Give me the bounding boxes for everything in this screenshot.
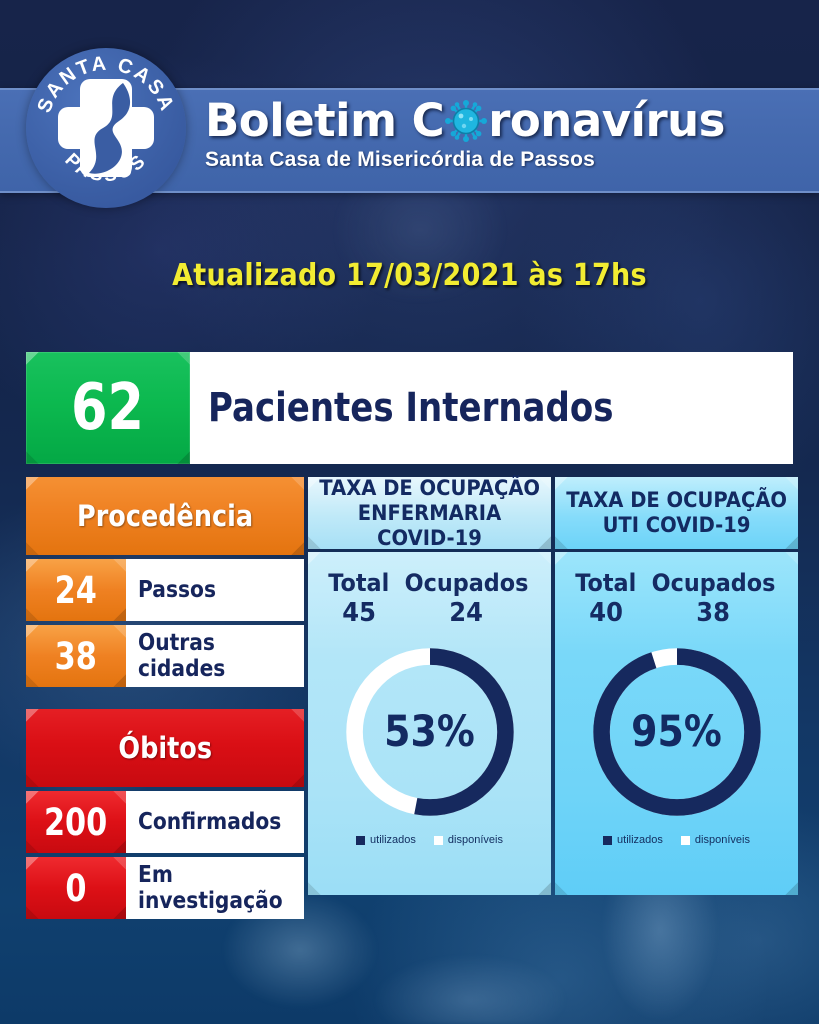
enfermaria-legend: utilizados disponíveis — [308, 834, 551, 846]
uti-percent: 95% — [631, 707, 722, 757]
procedencia-outras-label: Outras cidades — [126, 625, 304, 687]
table-row: 38 Outras cidades — [26, 625, 304, 687]
legend-item-disponiveis: disponíveis — [680, 834, 750, 846]
updated-timestamp: Atualizado 17/03/2021 às 17hs — [172, 258, 647, 293]
santa-casa-logo: SANTA CASA PASSOS — [26, 48, 186, 208]
page-title: Boletim C — [205, 96, 795, 146]
procedencia-passos-label: Passos — [126, 559, 304, 621]
page-subtitle: Santa Casa de Misericórdia de Passos — [205, 148, 596, 171]
legend-swatch-used-icon — [356, 835, 366, 845]
procedencia-outras-value: 38 — [26, 625, 126, 687]
enfermaria-title: TAXA DE OCUPAÇÃO ENFERMARIA COVID-19 — [308, 476, 551, 550]
patients-summary-row: 62 Pacientes Internados — [26, 352, 793, 464]
obitos-confirmados-value: 200 — [26, 791, 126, 853]
uti-ocupados: Ocupados 38 — [651, 569, 776, 628]
enfermaria-total: Total 45 — [328, 569, 390, 628]
enfermaria-ocupados: Ocupados 24 — [404, 569, 529, 628]
patients-label-box: Pacientes Internados — [190, 352, 793, 464]
table-row: 200 Confirmados — [26, 791, 304, 853]
table-row: 24 Passos — [26, 559, 304, 621]
uti-stats: Total 40 Ocupados 38 — [555, 566, 798, 628]
uti-title: TAXA DE OCUPAÇÃO UTI COVID-19 — [555, 477, 798, 549]
left-stats-column: Procedência 24 Passos 38 Outras cidades … — [26, 477, 304, 923]
occupancy-panel-enfermaria: TAXA DE OCUPAÇÃO ENFERMARIA COVID-19 Tot… — [308, 476, 551, 895]
uti-total: Total 40 — [575, 569, 637, 628]
obitos-block: Óbitos 200 Confirmados 0 Em investigação — [26, 709, 304, 919]
legend-swatch-used-icon — [603, 835, 613, 845]
legend-item-disponiveis: disponíveis — [433, 834, 503, 846]
coronavirus-icon — [445, 100, 488, 142]
uti-donut-chart: 95% — [585, 640, 769, 824]
procedencia-header: Procedência — [26, 477, 304, 555]
header-titles: Boletim C — [205, 96, 795, 172]
enfermaria-body: Total 45 Ocupados 24 53% utilizados — [308, 552, 551, 895]
legend-swatch-free-icon — [433, 835, 443, 845]
legend-item-utilizados: utilizados — [603, 834, 663, 846]
table-row: 0 Em investigação — [26, 857, 304, 919]
legend-item-utilizados: utilizados — [356, 834, 416, 846]
obitos-confirmados-label: Confirmados — [126, 791, 304, 853]
occupancy-panel-uti: TAXA DE OCUPAÇÃO UTI COVID-19 Total 40 O… — [555, 477, 798, 895]
uti-body: Total 40 Ocupados 38 95% utilizados — [555, 552, 798, 895]
obitos-investigacao-value: 0 — [26, 857, 126, 919]
enfermaria-stats: Total 45 Ocupados 24 — [308, 566, 551, 628]
procedencia-passos-value: 24 — [26, 559, 126, 621]
title-text-before: Boletim C — [205, 94, 445, 147]
title-text-after: ronavírus — [488, 94, 725, 147]
obitos-investigacao-label: Em investigação — [126, 857, 304, 919]
logo-cross-monogram-icon — [57, 77, 155, 179]
obitos-header: Óbitos — [26, 709, 304, 787]
enfermaria-donut-chart: 53% — [338, 640, 522, 824]
uti-legend: utilizados disponíveis — [555, 834, 798, 846]
enfermaria-percent: 53% — [384, 707, 475, 757]
legend-swatch-free-icon — [680, 835, 690, 845]
patients-count-box: 62 — [26, 352, 190, 464]
